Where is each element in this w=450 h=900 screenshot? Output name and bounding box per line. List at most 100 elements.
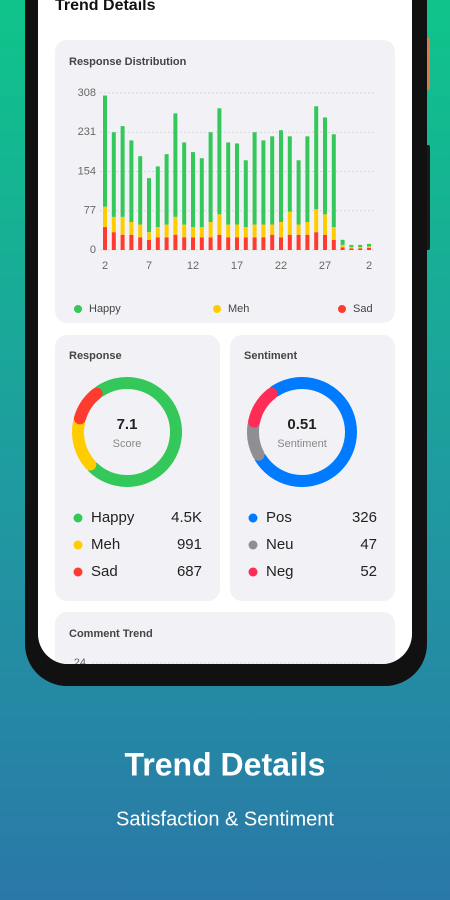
bar-segment xyxy=(226,237,231,250)
legend-label: Happy xyxy=(91,509,135,526)
card xyxy=(55,612,395,664)
bar-segment xyxy=(279,130,283,222)
legend-dot xyxy=(73,540,83,550)
legend-dot xyxy=(73,513,83,523)
bar-segment xyxy=(296,160,301,225)
bar-segment xyxy=(155,166,160,228)
bar-segment xyxy=(199,227,204,238)
chart-title: Response Distribution xyxy=(69,56,187,68)
legend-value: 687 xyxy=(177,563,202,580)
bar-segment xyxy=(129,234,134,250)
bar-segment xyxy=(340,239,345,245)
bar-segment xyxy=(138,237,143,250)
bar-segment xyxy=(358,244,363,247)
bar-segment xyxy=(147,232,151,240)
bar-segment xyxy=(331,239,336,250)
bar-segment xyxy=(243,237,248,250)
donut-center-value: 0.51 xyxy=(287,416,316,433)
caption-subtitle: Satisfaction & Sentiment xyxy=(116,808,334,830)
bar-segment xyxy=(261,140,266,225)
bar-segment xyxy=(173,113,178,217)
bar-segment xyxy=(305,221,310,235)
x-tick-label: 17 xyxy=(231,260,243,272)
bar-segment xyxy=(358,248,363,250)
bar-segment xyxy=(270,224,275,235)
donut-center-value: 7.1 xyxy=(117,416,138,433)
bar-segment xyxy=(164,237,169,250)
bar-segment xyxy=(252,237,257,250)
donut-segment xyxy=(87,377,182,487)
bar-segment xyxy=(296,224,301,235)
legend-value: 326 xyxy=(352,509,377,526)
legend-dot xyxy=(338,305,346,313)
bar-segment xyxy=(199,158,204,228)
y-tick-label: 77 xyxy=(84,205,96,217)
bar-segment xyxy=(182,224,187,238)
bar-segment xyxy=(191,237,195,250)
y-tick-label: 308 xyxy=(78,87,96,99)
bar-segment xyxy=(367,246,371,248)
bar-segment xyxy=(252,132,257,225)
bar-segment xyxy=(164,224,169,238)
app-bar-title: Trend Details xyxy=(55,0,156,14)
bar-segment xyxy=(129,140,134,222)
y-tick-label: 231 xyxy=(78,126,96,138)
bar-segment xyxy=(208,221,213,238)
card xyxy=(230,335,395,601)
chart-title: Sentiment xyxy=(244,350,298,362)
legend-value: 991 xyxy=(177,536,202,553)
bar-segment xyxy=(279,221,283,238)
bar-segment xyxy=(235,143,239,225)
bar-segment xyxy=(226,224,231,238)
bar-segment xyxy=(314,209,319,233)
bar-segment xyxy=(147,239,151,250)
bar-segment xyxy=(103,95,107,207)
bar-segment xyxy=(349,244,354,247)
donut-center-label: Sentiment xyxy=(277,438,327,450)
bar-segment xyxy=(217,234,222,250)
legend-dot xyxy=(73,567,83,577)
bar-segment xyxy=(111,132,116,217)
x-tick-label: 2 xyxy=(102,260,108,272)
bar-segment xyxy=(235,224,239,238)
donut-center-label: Score xyxy=(113,438,142,450)
bar-segment xyxy=(182,237,187,250)
donut-segment xyxy=(72,416,97,471)
y-tick-label: 24 xyxy=(74,657,86,669)
x-tick-label: 12 xyxy=(187,260,199,272)
legend-dot xyxy=(74,305,82,313)
x-tick-label: 22 xyxy=(275,260,287,272)
bar-segment xyxy=(208,132,213,222)
bar-segment xyxy=(287,234,292,250)
legend-value: 52 xyxy=(360,563,377,580)
bar-segment xyxy=(120,126,125,217)
bar-segment xyxy=(191,227,195,238)
x-tick-label: 2 xyxy=(366,260,372,272)
bar-segment xyxy=(120,234,125,250)
bar-segment xyxy=(305,234,310,250)
legend-label: Sad xyxy=(353,303,373,315)
x-tick-label: 7 xyxy=(146,260,152,272)
donut-segment xyxy=(254,377,357,487)
bar-segment xyxy=(296,234,301,250)
bar-segment xyxy=(323,117,327,215)
x-tick-label: 27 xyxy=(319,260,331,272)
bar-segment xyxy=(138,156,143,225)
bar-segment xyxy=(147,178,151,233)
legend-label: Sad xyxy=(91,563,118,580)
bar-segment xyxy=(261,224,266,238)
bar-segment xyxy=(173,216,178,235)
bar-segment xyxy=(270,234,275,250)
bar-segment xyxy=(331,227,336,240)
card xyxy=(55,40,395,323)
bar-segment xyxy=(305,136,310,222)
bar-segment xyxy=(120,216,125,235)
bar-segment xyxy=(129,221,134,235)
chart-title: Comment Trend xyxy=(69,628,153,640)
legend-value: 4.5K xyxy=(171,509,202,526)
bar-segment xyxy=(235,237,239,250)
bar-segment xyxy=(103,206,107,228)
donut-segment xyxy=(248,387,278,428)
legend-dot xyxy=(248,540,258,550)
